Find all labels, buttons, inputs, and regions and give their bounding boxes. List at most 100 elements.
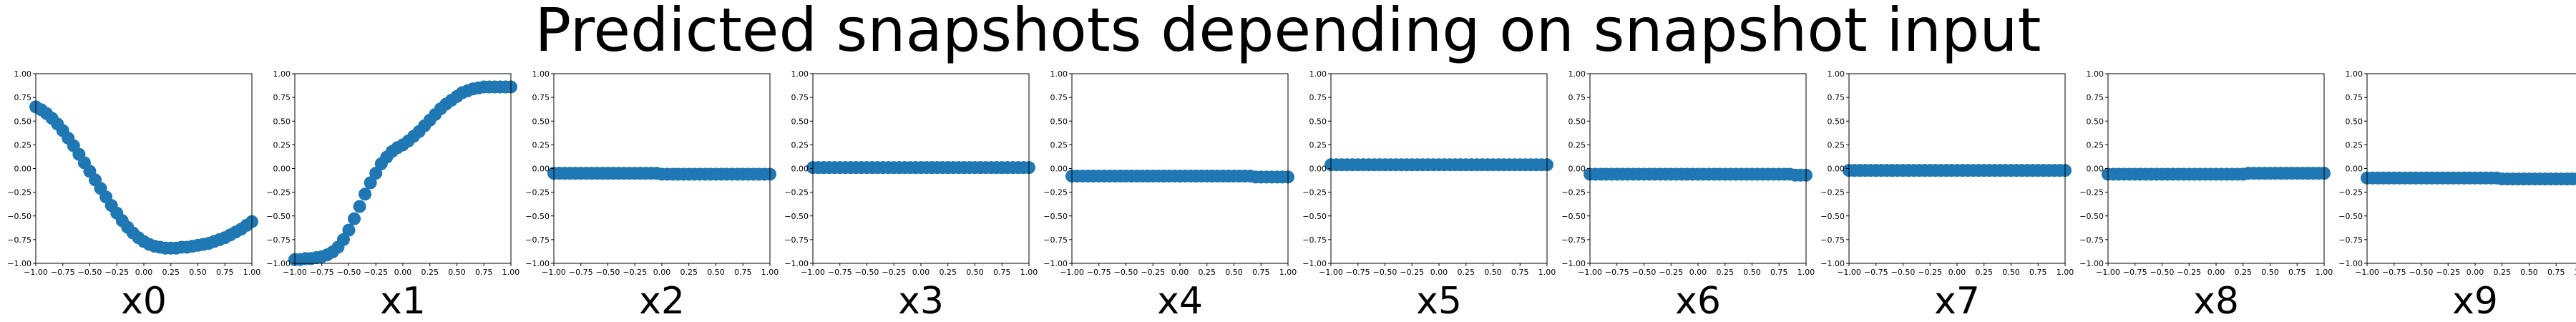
- y-tick-label: −0.50: [2079, 212, 2104, 221]
- x-tick-label: 1.00: [1797, 268, 1815, 277]
- x-tick-label: −1.00: [542, 268, 566, 277]
- y-tick-label: 0.00: [2087, 165, 2104, 174]
- x-tick-label: 0.50: [707, 268, 725, 277]
- x-tick-label: 0.75: [1252, 268, 1270, 277]
- y-tick-label: −1.00: [1043, 259, 1068, 268]
- data-point: [353, 200, 366, 213]
- y-tick-label: −0.50: [1043, 212, 1068, 221]
- y-tick-label: 1.00: [2346, 69, 2363, 79]
- y-tick-label: −0.50: [2338, 212, 2363, 221]
- x-tick-label: 1.00: [243, 268, 261, 277]
- y-tick-label: 0.00: [532, 165, 550, 174]
- y-tick-label: 0.75: [2087, 93, 2104, 102]
- y-tick-label: 1.00: [14, 69, 32, 79]
- x-tick-label: 0.75: [216, 268, 234, 277]
- y-tick-label: 1.00: [1828, 69, 1845, 79]
- data-point: [348, 212, 361, 225]
- y-tick-label: −0.25: [2338, 188, 2363, 197]
- series-points: [2102, 167, 2331, 181]
- x-tick-label: −0.75: [310, 268, 334, 277]
- x-tick-label: −0.75: [1346, 268, 1370, 277]
- data-point: [364, 176, 377, 190]
- x-tick-label: 1.00: [761, 268, 779, 277]
- data-point: [369, 167, 383, 180]
- y-tick-label: 0.25: [791, 140, 809, 150]
- x-tick-label: −0.75: [1087, 268, 1111, 277]
- series-points: [288, 80, 517, 266]
- x-tick-label: −0.25: [104, 268, 129, 277]
- y-tick-label: −1.00: [1820, 259, 1845, 268]
- x-axis-label: x2: [639, 280, 685, 322]
- x-tick-label: 0.75: [734, 268, 752, 277]
- x-tick-label: 0.25: [2494, 268, 2512, 277]
- x-tick-label: 1.00: [2316, 268, 2333, 277]
- x-tick-label: 0.25: [1458, 268, 1475, 277]
- y-tick-label: −0.25: [784, 188, 809, 197]
- x-tick-label: 0.75: [475, 268, 493, 277]
- x-tick-label: −0.75: [51, 268, 75, 277]
- x-tick-label: 0.25: [421, 268, 439, 277]
- series-points: [29, 100, 258, 255]
- x-tick-label: −1.00: [2096, 268, 2120, 277]
- subplot: −1.00−0.75−0.50−0.250.000.250.500.751.00…: [1561, 69, 1815, 322]
- y-tick-label: −0.50: [1820, 212, 1845, 221]
- x-tick-label: 0.50: [2002, 268, 2020, 277]
- y-tick-label: 1.00: [1050, 69, 1068, 79]
- x-tick-label: 1.00: [502, 268, 520, 277]
- subplot: −1.00−0.75−0.50−0.250.000.250.500.751.00…: [2079, 69, 2333, 322]
- y-tick-label: 0.00: [1568, 165, 1586, 174]
- y-tick-label: −1.00: [525, 259, 550, 268]
- data-point: [342, 223, 356, 237]
- x-tick-label: −0.25: [882, 268, 906, 277]
- series-points: [806, 161, 1035, 175]
- x-axis-label: x8: [2193, 280, 2239, 322]
- x-tick-label: −0.75: [828, 268, 852, 277]
- x-tick-label: 0.50: [1225, 268, 1243, 277]
- subplot: −1.00−0.75−0.50−0.250.000.250.500.751.00…: [266, 69, 519, 322]
- y-tick-label: 0.25: [14, 140, 32, 150]
- x-tick-label: 0.25: [680, 268, 698, 277]
- x-tick-label: −1.00: [1319, 268, 1343, 277]
- x-tick-label: 1.00: [1279, 268, 1297, 277]
- x-tick-label: 1.00: [2575, 268, 2576, 277]
- x-tick-label: 0.25: [162, 268, 180, 277]
- y-tick-label: 0.00: [791, 165, 809, 174]
- x-axis-label: x9: [2452, 280, 2498, 322]
- subplot: −1.00−0.75−0.50−0.250.000.250.500.751.00…: [1043, 69, 1297, 322]
- x-tick-label: 0.00: [1948, 268, 1966, 277]
- x-tick-label: −0.25: [2436, 268, 2460, 277]
- y-tick-label: −0.25: [525, 188, 550, 197]
- x-tick-label: 0.00: [2467, 268, 2484, 277]
- subplot: −1.00−0.75−0.50−0.250.000.250.500.751.00…: [1820, 69, 2074, 322]
- x-tick-label: −0.50: [78, 268, 102, 277]
- x-tick-label: −1.00: [24, 268, 48, 277]
- x-tick-label: 1.00: [1538, 268, 1556, 277]
- y-tick-label: 0.00: [1828, 165, 1845, 174]
- x-axis-label: x4: [1157, 280, 1203, 322]
- x-tick-label: 0.75: [1511, 268, 1529, 277]
- y-tick-label: −0.50: [525, 212, 550, 221]
- y-tick-label: −0.25: [1043, 188, 1068, 197]
- y-tick-label: 0.25: [1828, 140, 1845, 150]
- x-tick-label: −0.25: [364, 268, 388, 277]
- x-tick-label: −0.25: [2177, 268, 2201, 277]
- y-tick-label: 0.75: [1050, 93, 1068, 102]
- x-tick-label: 0.25: [1717, 268, 1735, 277]
- x-tick-label: −0.50: [1114, 268, 1138, 277]
- y-tick-label: 1.00: [273, 69, 291, 79]
- x-tick-label: −1.00: [2355, 268, 2379, 277]
- y-tick-label: 0.50: [1309, 117, 1327, 126]
- y-tick-label: 1.00: [532, 69, 550, 79]
- y-tick-label: 0.75: [14, 93, 32, 102]
- x-tick-label: −0.75: [2123, 268, 2147, 277]
- x-tick-label: 0.50: [2261, 268, 2279, 277]
- y-tick-label: 0.75: [791, 93, 809, 102]
- x-tick-label: 0.00: [1689, 268, 1707, 277]
- subplot: −1.00−0.75−0.50−0.250.000.250.500.751.00…: [7, 69, 260, 322]
- x-tick-label: −0.50: [2409, 268, 2434, 277]
- y-tick-label: 0.25: [1568, 140, 1586, 150]
- y-tick-label: −1.00: [266, 259, 291, 268]
- x-axis-label: x0: [121, 280, 167, 322]
- x-tick-label: 0.50: [1484, 268, 1502, 277]
- x-tick-label: 0.00: [653, 268, 671, 277]
